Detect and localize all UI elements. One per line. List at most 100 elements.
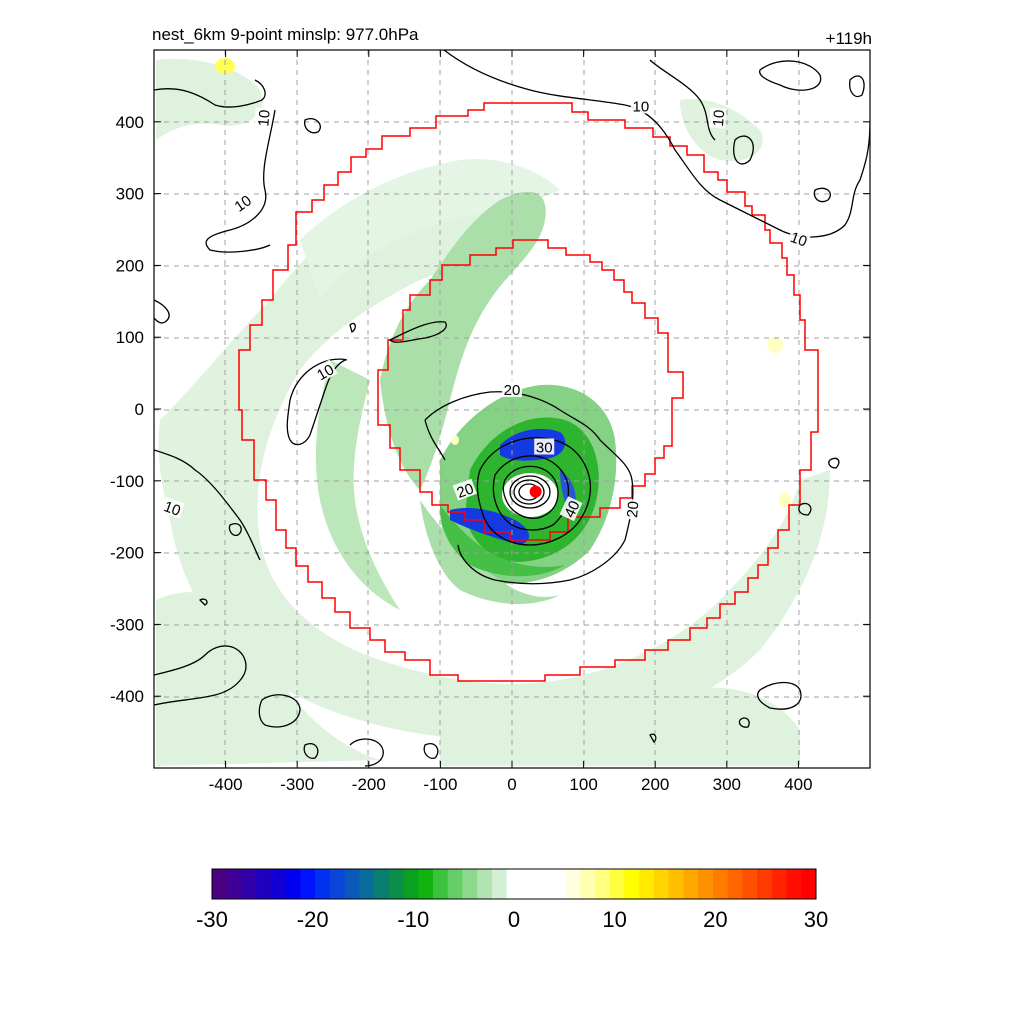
contour-label-text: 10: [314, 361, 337, 384]
colorbar-frame: [211, 868, 817, 900]
shade-light-band-west: [158, 185, 831, 740]
shade-light-nw: [156, 58, 263, 140]
contour-10-west: [205, 109, 276, 253]
colorbar-swatch: [315, 869, 331, 899]
colorbar-swatch: [447, 869, 463, 899]
contour-40: [502, 465, 559, 519]
colorbar-swatch: [270, 869, 287, 899]
contour-label-text: 10: [710, 109, 728, 127]
x-tick-label: 100: [569, 775, 597, 794]
contour-label: 40: [559, 496, 584, 522]
colorbar-swatch: [668, 869, 684, 899]
contour-10-small: [349, 322, 356, 334]
contour-label-text: 10: [633, 98, 650, 115]
contour-10-westcenter: [286, 358, 347, 446]
colorbar-swatch: [683, 869, 699, 899]
colorbar-swatch: [359, 869, 375, 899]
contour-label-text: 20: [455, 480, 476, 502]
y-tick-label: 0: [135, 400, 144, 419]
colorbar-labels: -30 -20 -10 0 10 20 30: [196, 907, 828, 932]
y-tick-label: -100: [110, 472, 144, 491]
colorbar-swatch: [491, 869, 508, 899]
contour-label-bg: [160, 496, 185, 519]
shade-dark-tail: [440, 505, 565, 577]
x-tick-label: 400: [784, 775, 812, 794]
colorbar-swatch: [432, 869, 449, 899]
outer-nest-boundary: [238, 102, 819, 682]
colorbar-swatch: [595, 869, 611, 899]
contour-10-sw3: [154, 645, 247, 706]
contour-10-se3: [828, 457, 840, 469]
colorbar-swatch: [639, 869, 655, 899]
contour-10-sw: [154, 449, 261, 561]
colorbar-swatch: [285, 869, 301, 899]
contour-label-bg: [630, 97, 651, 114]
contour-50: [513, 479, 545, 505]
shade-light-ne: [680, 99, 763, 161]
colorbar-swatch: [300, 869, 316, 899]
contour-label-bg: [622, 498, 641, 521]
contour-10-ne3: [813, 187, 831, 203]
colorbar-tick-label: -30: [196, 907, 228, 932]
contour-10-ne: [649, 59, 716, 141]
y-tick-label: -300: [110, 615, 144, 634]
y-tick-label: -400: [110, 687, 144, 706]
x-tick-label: 300: [713, 775, 741, 794]
contour-10-sw4: [258, 694, 301, 728]
time-label: +119h: [826, 29, 872, 48]
contour-10-ne4: [849, 75, 865, 98]
colorbar-tick-label: 20: [703, 907, 727, 932]
contour-label: 20: [502, 381, 522, 399]
contour-label: 10: [160, 496, 185, 520]
contour-label: 10: [786, 227, 812, 251]
colorbar-swatch: [388, 869, 405, 899]
contour-10-se5: [649, 733, 657, 744]
eye-clear: [502, 473, 558, 517]
colorbar-swatch: [609, 869, 625, 899]
colorbar-swatch: [241, 869, 257, 899]
colorbar-tick-label: -10: [397, 907, 429, 932]
y-tick-label: 100: [116, 328, 144, 347]
contour-label: 10: [630, 97, 651, 115]
contour-label: 20: [452, 478, 477, 502]
x-tick-label: 200: [641, 775, 669, 794]
contour-label-text: 20: [504, 382, 521, 399]
colorbar-swatch: [786, 869, 802, 899]
colorbar-swatch: [521, 869, 537, 899]
chart-title: nest_6km 9-point minslp: 977.0hPa: [152, 25, 419, 44]
contour-30: [476, 437, 592, 546]
colorbar-swatch: [565, 869, 581, 899]
plot-area: 10 10 10 10 10 10 10 20 30 20 40 20: [154, 50, 870, 768]
contour-label: 10: [312, 359, 338, 384]
contour-10-se4: [798, 502, 812, 516]
colorbar-swatch: [256, 869, 272, 899]
x-tick-label: -200: [352, 775, 386, 794]
colorbar-swatch: [536, 869, 552, 899]
contour-10-ne-loop: [759, 60, 822, 91]
colorbar-tick-label: 30: [804, 907, 828, 932]
storm-center-marker: [529, 485, 542, 498]
shade-light-sw: [156, 592, 380, 766]
colorbar-swatch: [418, 869, 434, 899]
colorbar-swatch: [712, 869, 729, 899]
contour-label: 10: [254, 107, 274, 129]
contour-label-bg: [502, 381, 522, 398]
contour-10-sw5: [303, 743, 319, 759]
colorbar-swatch: [506, 869, 522, 899]
colorbar-swatch: [374, 869, 390, 899]
shade-mid-band-west: [315, 360, 400, 610]
contour-label-bg: [229, 190, 256, 216]
contour-label-text: 40: [561, 498, 583, 520]
colorbar-swatch: [757, 869, 773, 899]
contour-label-text: 20: [624, 500, 642, 518]
contour-10-se: [757, 681, 802, 710]
contour-label: 10: [229, 190, 256, 216]
y-tick-label: 200: [116, 256, 144, 275]
x-tick-label: -100: [423, 775, 457, 794]
contour-label-bg: [312, 359, 338, 384]
colorbar-swatch: [477, 869, 493, 899]
colorbar-swatch: [801, 869, 817, 899]
colorbar-swatch: [329, 869, 346, 899]
x-tick-label: 0: [507, 775, 516, 794]
